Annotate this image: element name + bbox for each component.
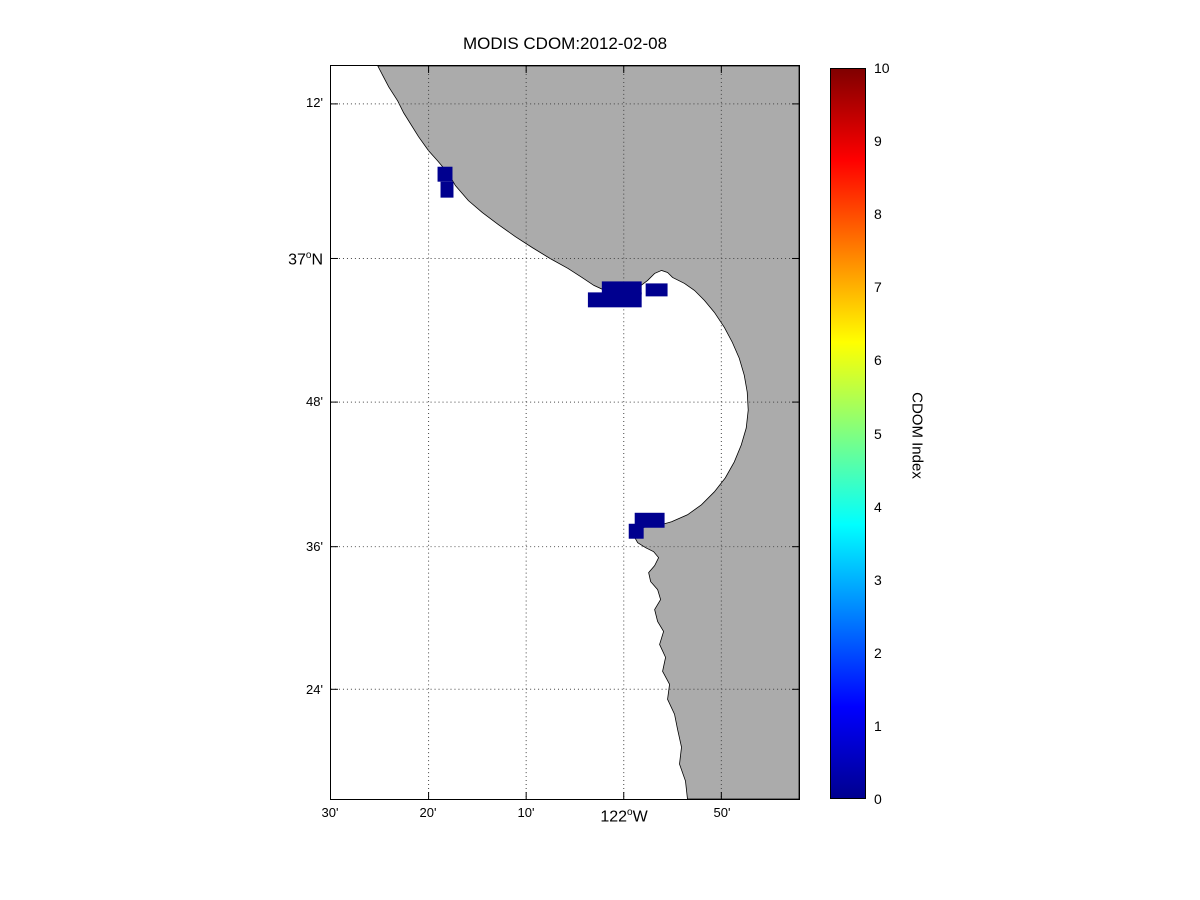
cdom-pixel-patch: [601, 281, 642, 295]
colorbar-tick-label: 3: [874, 571, 882, 588]
y-deg-num: 37: [288, 251, 306, 269]
cdom-pixel-patch: [440, 181, 454, 198]
y-tick-label-degree: 37oN: [223, 247, 323, 269]
colorbar-tick-label: 6: [874, 352, 882, 369]
colorbar-tick-label: 9: [874, 133, 882, 150]
x-tick-label: 10': [517, 805, 535, 820]
grid-lines: [331, 66, 799, 799]
y-tick-label: 24': [306, 682, 323, 697]
cdom-pixel-patch: [437, 166, 453, 182]
colorbar-tick-label: 1: [874, 717, 882, 734]
x-deg-sup: o: [627, 807, 633, 818]
cdom-pixel-patch: [587, 292, 642, 308]
colorbar-tick-label: 5: [874, 425, 882, 442]
colorbar-tick-label: 2: [874, 644, 882, 661]
colorbar-tick-label: 0: [874, 791, 882, 807]
x-tick-label: 50': [713, 805, 731, 820]
cdom-pixel-patch: [645, 283, 668, 297]
x-tick-label: 20': [419, 805, 437, 820]
x-deg-num: 122: [600, 808, 628, 826]
colorbar-ticks: 10 9 8 7 6 5 4 3 2 1 0: [874, 60, 914, 807]
colorbar: [830, 68, 866, 799]
y-tick-label: 36': [306, 539, 323, 554]
y-deg-suffix: N: [311, 251, 323, 269]
land-polygon: [377, 66, 799, 799]
colorbar-tick-label: 7: [874, 279, 882, 296]
map-plot: [330, 65, 800, 800]
x-tick-label-degree: 122oW: [584, 804, 664, 826]
colorbar-label: CDOM Index: [908, 392, 926, 479]
y-tick-label: 48': [306, 394, 323, 409]
colorbar-tick-label: 4: [874, 498, 882, 515]
cdom-pixel-patch: [628, 523, 644, 539]
axis-tick-marks: [331, 66, 799, 799]
cdom-pixels: [437, 166, 668, 539]
y-tick-label: 12': [306, 95, 323, 110]
y-deg-sup: o: [305, 250, 312, 261]
chart-title: MODIS CDOM:2012-02-08: [462, 34, 668, 53]
x-deg-suffix: W: [632, 808, 648, 826]
x-tick-label: 30': [321, 805, 339, 820]
colorbar-tick-label: 8: [874, 206, 882, 223]
colorbar-tick-label: 10: [874, 60, 890, 76]
coastline-map-svg: [331, 66, 799, 799]
